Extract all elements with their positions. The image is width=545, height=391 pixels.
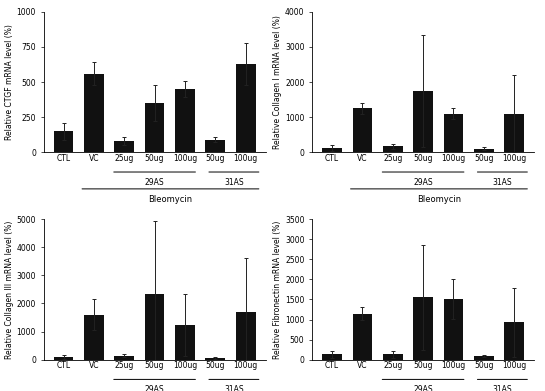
Bar <box>236 64 256 152</box>
Bar <box>84 315 104 360</box>
Bar <box>504 114 524 152</box>
Bar <box>413 91 433 152</box>
Y-axis label: Relative Fibronectin mRNA level (%): Relative Fibronectin mRNA level (%) <box>273 220 282 359</box>
Text: 31AS: 31AS <box>493 178 512 187</box>
Y-axis label: Relative Collagen III mRNA level (%): Relative Collagen III mRNA level (%) <box>5 220 14 359</box>
Text: 31AS: 31AS <box>224 385 244 391</box>
Bar <box>322 355 342 360</box>
Bar <box>54 357 74 360</box>
Bar <box>353 314 372 360</box>
Text: 29AS: 29AS <box>413 178 433 187</box>
Bar <box>444 114 463 152</box>
Bar <box>474 149 494 152</box>
Bar <box>383 146 403 152</box>
Text: Bleomycin: Bleomycin <box>148 194 192 203</box>
Text: 29AS: 29AS <box>413 385 433 391</box>
Bar <box>353 108 372 152</box>
Text: 29AS: 29AS <box>145 385 165 391</box>
Bar <box>205 358 225 360</box>
Bar <box>205 140 225 152</box>
Y-axis label: Relative CTGF mRNA level (%): Relative CTGF mRNA level (%) <box>5 24 14 140</box>
Bar <box>145 103 165 152</box>
Bar <box>236 312 256 360</box>
Bar <box>175 325 195 360</box>
Bar <box>114 355 134 360</box>
Text: Bleomycin: Bleomycin <box>417 194 461 203</box>
Bar <box>322 148 342 152</box>
Bar <box>175 89 195 152</box>
Text: 31AS: 31AS <box>224 178 244 187</box>
Text: 29AS: 29AS <box>145 178 165 187</box>
Bar <box>474 356 494 360</box>
Bar <box>84 74 104 152</box>
Bar <box>383 355 403 360</box>
Bar <box>145 294 165 360</box>
Text: 31AS: 31AS <box>493 385 512 391</box>
Bar <box>413 298 433 360</box>
Y-axis label: Relative Collagen I mRNA level (%): Relative Collagen I mRNA level (%) <box>273 15 282 149</box>
Bar <box>504 322 524 360</box>
Bar <box>114 141 134 152</box>
Bar <box>444 299 463 360</box>
Bar <box>54 131 74 152</box>
